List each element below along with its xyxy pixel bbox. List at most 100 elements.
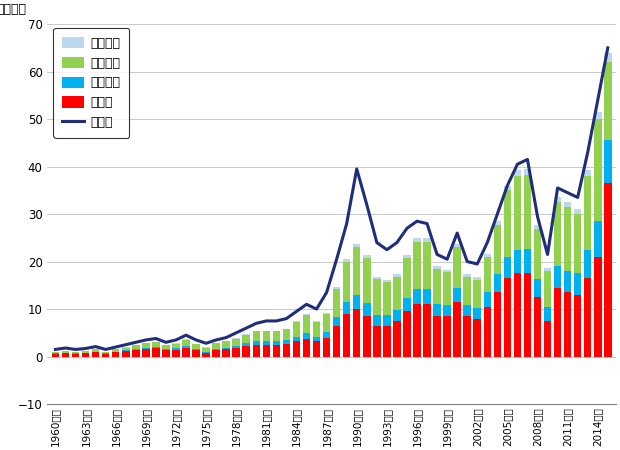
Bar — [223, 347, 230, 350]
Bar — [544, 307, 551, 321]
Bar — [594, 119, 601, 221]
Bar — [192, 351, 200, 356]
Bar — [363, 255, 371, 258]
Bar — [494, 292, 501, 356]
Bar — [62, 351, 69, 353]
Bar — [594, 257, 601, 356]
Bar — [182, 340, 190, 346]
Bar — [293, 322, 300, 337]
Bar — [433, 316, 441, 356]
Bar — [393, 274, 401, 277]
Bar — [564, 271, 572, 292]
Bar — [423, 304, 431, 356]
Bar — [333, 287, 340, 288]
Bar — [413, 242, 421, 289]
Bar — [223, 350, 230, 356]
Bar — [484, 257, 491, 292]
Bar — [283, 344, 290, 356]
Text: （兆円）: （兆円） — [0, 4, 26, 17]
Bar — [273, 342, 280, 345]
Bar — [293, 337, 300, 342]
Bar — [574, 209, 582, 214]
Bar — [142, 347, 149, 349]
Bar — [534, 279, 541, 297]
Bar — [524, 274, 531, 356]
Bar — [273, 331, 280, 342]
全規模 — [414, 219, 421, 224]
Bar — [72, 352, 79, 353]
Bar — [162, 346, 170, 349]
Bar — [242, 343, 250, 346]
Bar — [423, 238, 431, 242]
Bar — [323, 314, 330, 332]
Bar — [232, 346, 240, 348]
Bar — [102, 352, 109, 353]
Bar — [413, 238, 421, 242]
Bar — [132, 349, 140, 350]
Bar — [192, 349, 200, 351]
Bar — [142, 343, 149, 347]
Bar — [433, 266, 441, 269]
Bar — [453, 248, 461, 288]
Bar — [353, 295, 360, 309]
Bar — [403, 255, 410, 258]
全規模 — [393, 240, 401, 245]
Bar — [393, 310, 401, 321]
Bar — [594, 112, 601, 119]
Bar — [604, 53, 611, 62]
Bar — [373, 326, 381, 356]
Bar — [524, 249, 531, 274]
Bar — [474, 319, 481, 356]
Bar — [333, 326, 340, 356]
Bar — [172, 343, 180, 344]
Bar — [252, 345, 260, 356]
Bar — [554, 266, 561, 288]
Bar — [293, 321, 300, 322]
Bar — [142, 349, 149, 356]
Bar — [323, 332, 330, 338]
Bar — [202, 348, 210, 351]
Bar — [534, 297, 541, 356]
Bar — [333, 317, 340, 326]
Bar — [313, 321, 321, 322]
Bar — [172, 350, 180, 356]
Bar — [353, 248, 360, 295]
Bar — [574, 295, 582, 356]
Bar — [383, 315, 391, 326]
Bar — [503, 278, 511, 356]
Bar — [363, 316, 371, 356]
Bar — [604, 183, 611, 356]
Bar — [122, 351, 130, 356]
Bar — [484, 292, 491, 307]
Bar — [363, 303, 371, 316]
Bar — [62, 353, 69, 356]
Bar — [393, 321, 401, 356]
Bar — [112, 351, 120, 352]
Bar — [162, 351, 170, 356]
Bar — [373, 315, 381, 326]
Bar — [152, 348, 159, 356]
Bar — [383, 326, 391, 356]
Bar — [263, 331, 270, 342]
Bar — [383, 279, 391, 282]
Bar — [453, 288, 461, 302]
Bar — [564, 292, 572, 356]
Bar — [152, 342, 159, 347]
Bar — [303, 333, 310, 338]
Bar — [564, 202, 572, 207]
Bar — [242, 335, 250, 343]
Bar — [503, 185, 511, 190]
Bar — [283, 329, 290, 340]
Bar — [484, 307, 491, 356]
全規模 — [62, 345, 69, 351]
Bar — [303, 338, 310, 356]
Bar — [232, 348, 240, 356]
Bar — [494, 221, 501, 225]
Bar — [343, 314, 350, 356]
Bar — [172, 348, 180, 350]
Bar — [102, 353, 109, 354]
Bar — [223, 342, 230, 347]
Bar — [353, 244, 360, 248]
Bar — [162, 345, 170, 346]
Bar — [333, 288, 340, 317]
